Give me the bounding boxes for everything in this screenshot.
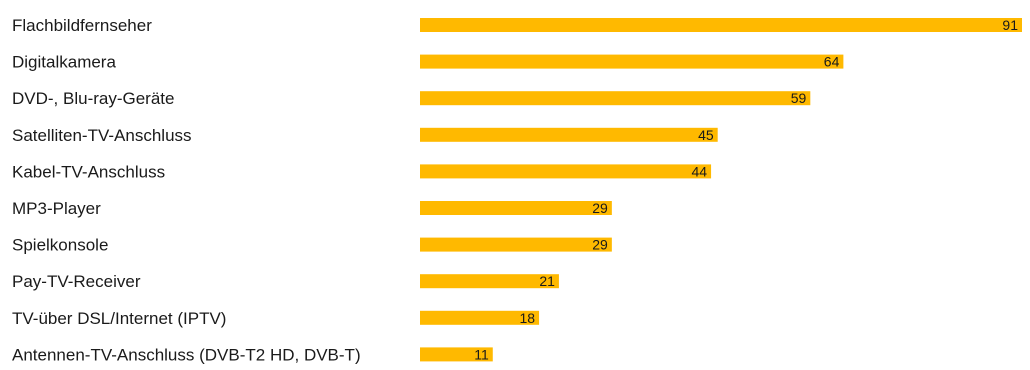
bar [420, 91, 811, 106]
bar [420, 347, 493, 362]
category-labels: Flachbildfernseher Digitalkamera DVD-, Blu… [12, 16, 361, 364]
category-label: Antennen-TV-Anschluss (DVB-T2 HD, DVB-T) [12, 345, 361, 364]
category-label: Digitalkamera [12, 53, 116, 72]
bar [420, 310, 540, 325]
bar [420, 127, 718, 142]
value-label: 18 [519, 310, 535, 326]
value-label: 59 [791, 90, 807, 106]
bar [420, 54, 844, 69]
value-label: 29 [592, 237, 608, 253]
category-label: DVD-, Blu-ray-Geräte [12, 89, 174, 108]
category-label: MP3-Player [12, 199, 101, 218]
bars [420, 18, 1022, 362]
value-label: 44 [691, 163, 707, 179]
value-label: 64 [824, 54, 840, 70]
value-labels: 91 64 59 45 44 29 29 21 18 11 [474, 17, 1018, 362]
bar [420, 164, 712, 179]
value-label: 29 [592, 200, 608, 216]
bar [420, 18, 1022, 32]
category-label: Spielkonsole [12, 236, 108, 255]
category-label: Pay-TV-Receiver [12, 272, 141, 291]
category-label: Flachbildfernseher [12, 16, 152, 35]
category-label: Satelliten-TV-Anschluss [12, 126, 192, 145]
bar [420, 237, 612, 252]
bar [420, 274, 559, 289]
value-label: 11 [474, 346, 489, 362]
value-label: 45 [698, 127, 714, 143]
bar [420, 201, 612, 215]
value-label: 21 [539, 273, 555, 289]
value-label: 91 [1002, 17, 1018, 33]
category-label: Kabel-TV-Anschluss [12, 162, 165, 181]
category-label: TV-über DSL/Internet (IPTV) [12, 309, 226, 328]
